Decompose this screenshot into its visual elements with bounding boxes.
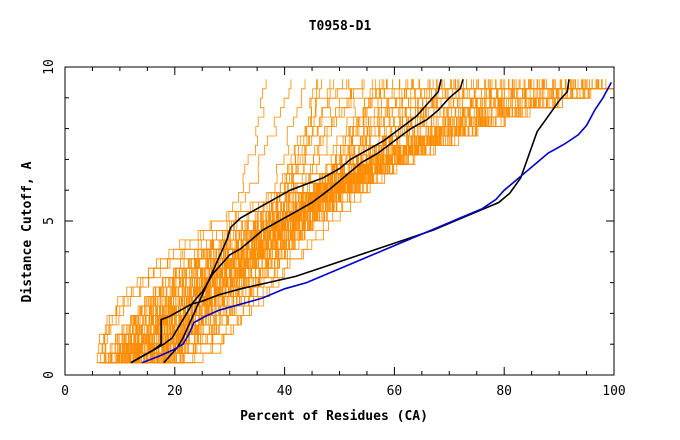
- background-series-line: [126, 79, 593, 364]
- background-series-line: [137, 79, 553, 364]
- y-tick-label: 5: [42, 217, 57, 225]
- y-tick-label: 0: [42, 371, 57, 379]
- y-axis-label: Distance Cutoff, A: [20, 161, 35, 302]
- background-series-line: [124, 79, 615, 364]
- highlight-series-line-3: [130, 79, 464, 364]
- axis-ticks: 0 20 40 60 80 100 0 5 10: [42, 59, 626, 399]
- highlight-series-line-2: [163, 79, 442, 364]
- x-tick-label: 0: [61, 384, 69, 399]
- chart-title: T0958-D1: [309, 19, 372, 34]
- background-series-group: [96, 79, 615, 364]
- x-tick-label: 40: [277, 384, 293, 399]
- x-tick-label: 80: [496, 384, 512, 399]
- highlight-series-group: [130, 79, 613, 364]
- x-tick-label: 60: [387, 384, 403, 399]
- x-tick-label: 100: [602, 384, 625, 399]
- background-series-line: [123, 79, 607, 364]
- x-tick-label: 20: [167, 384, 183, 399]
- highlight-series-line-4: [141, 82, 613, 364]
- x-axis-label: Percent of Residues (CA): [240, 409, 428, 424]
- y-tick-label: 10: [42, 59, 57, 75]
- background-series-line: [98, 79, 615, 364]
- highlight-series-line-1: [130, 79, 570, 364]
